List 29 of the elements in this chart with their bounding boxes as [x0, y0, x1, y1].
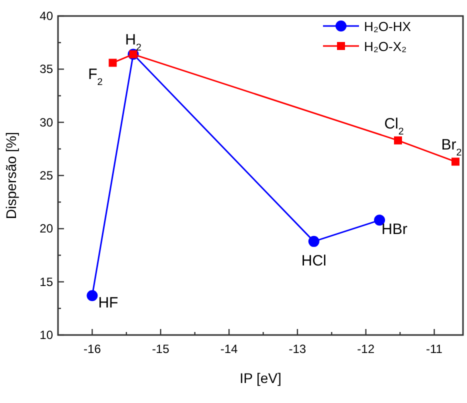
y-tick-label: 25	[40, 168, 54, 182]
x-tick-label: -11	[426, 342, 443, 356]
legend-label: H₂O-X₂	[364, 39, 407, 54]
x-tick-label: -13	[288, 342, 306, 356]
y-tick-label: 40	[40, 9, 54, 23]
x-tick-label: -16	[84, 342, 102, 356]
y-tick-label: 10	[40, 328, 54, 342]
point	[451, 158, 460, 166]
annotation: HF	[98, 294, 118, 312]
y-tick-label: 20	[40, 222, 54, 236]
x-axis-title: IP [eV]	[240, 370, 282, 386]
annotation: HCl	[301, 252, 326, 270]
y-axis-title: Dispersão [%]	[3, 132, 19, 220]
x-tick-label: -12	[357, 342, 375, 356]
annotation: Br$_{2}$	[441, 136, 462, 159]
y-tick-label: 15	[40, 274, 54, 289]
point	[108, 58, 117, 67]
y-tick-label: 30	[40, 115, 54, 130]
x-tick-label: -14	[220, 342, 238, 356]
x-tick-label: -15	[152, 342, 170, 356]
annotation: Cl$_{2}$	[384, 115, 404, 138]
point	[308, 236, 320, 247]
point	[86, 290, 98, 302]
annotation: F$_{2}$	[88, 66, 103, 88]
annotation: HBr	[382, 221, 408, 238]
legend-label: H₂O-HX	[364, 19, 412, 34]
annotation: H$_{2}$	[125, 31, 142, 54]
y-tick-label: 35	[40, 62, 54, 76]
point	[394, 136, 402, 144]
